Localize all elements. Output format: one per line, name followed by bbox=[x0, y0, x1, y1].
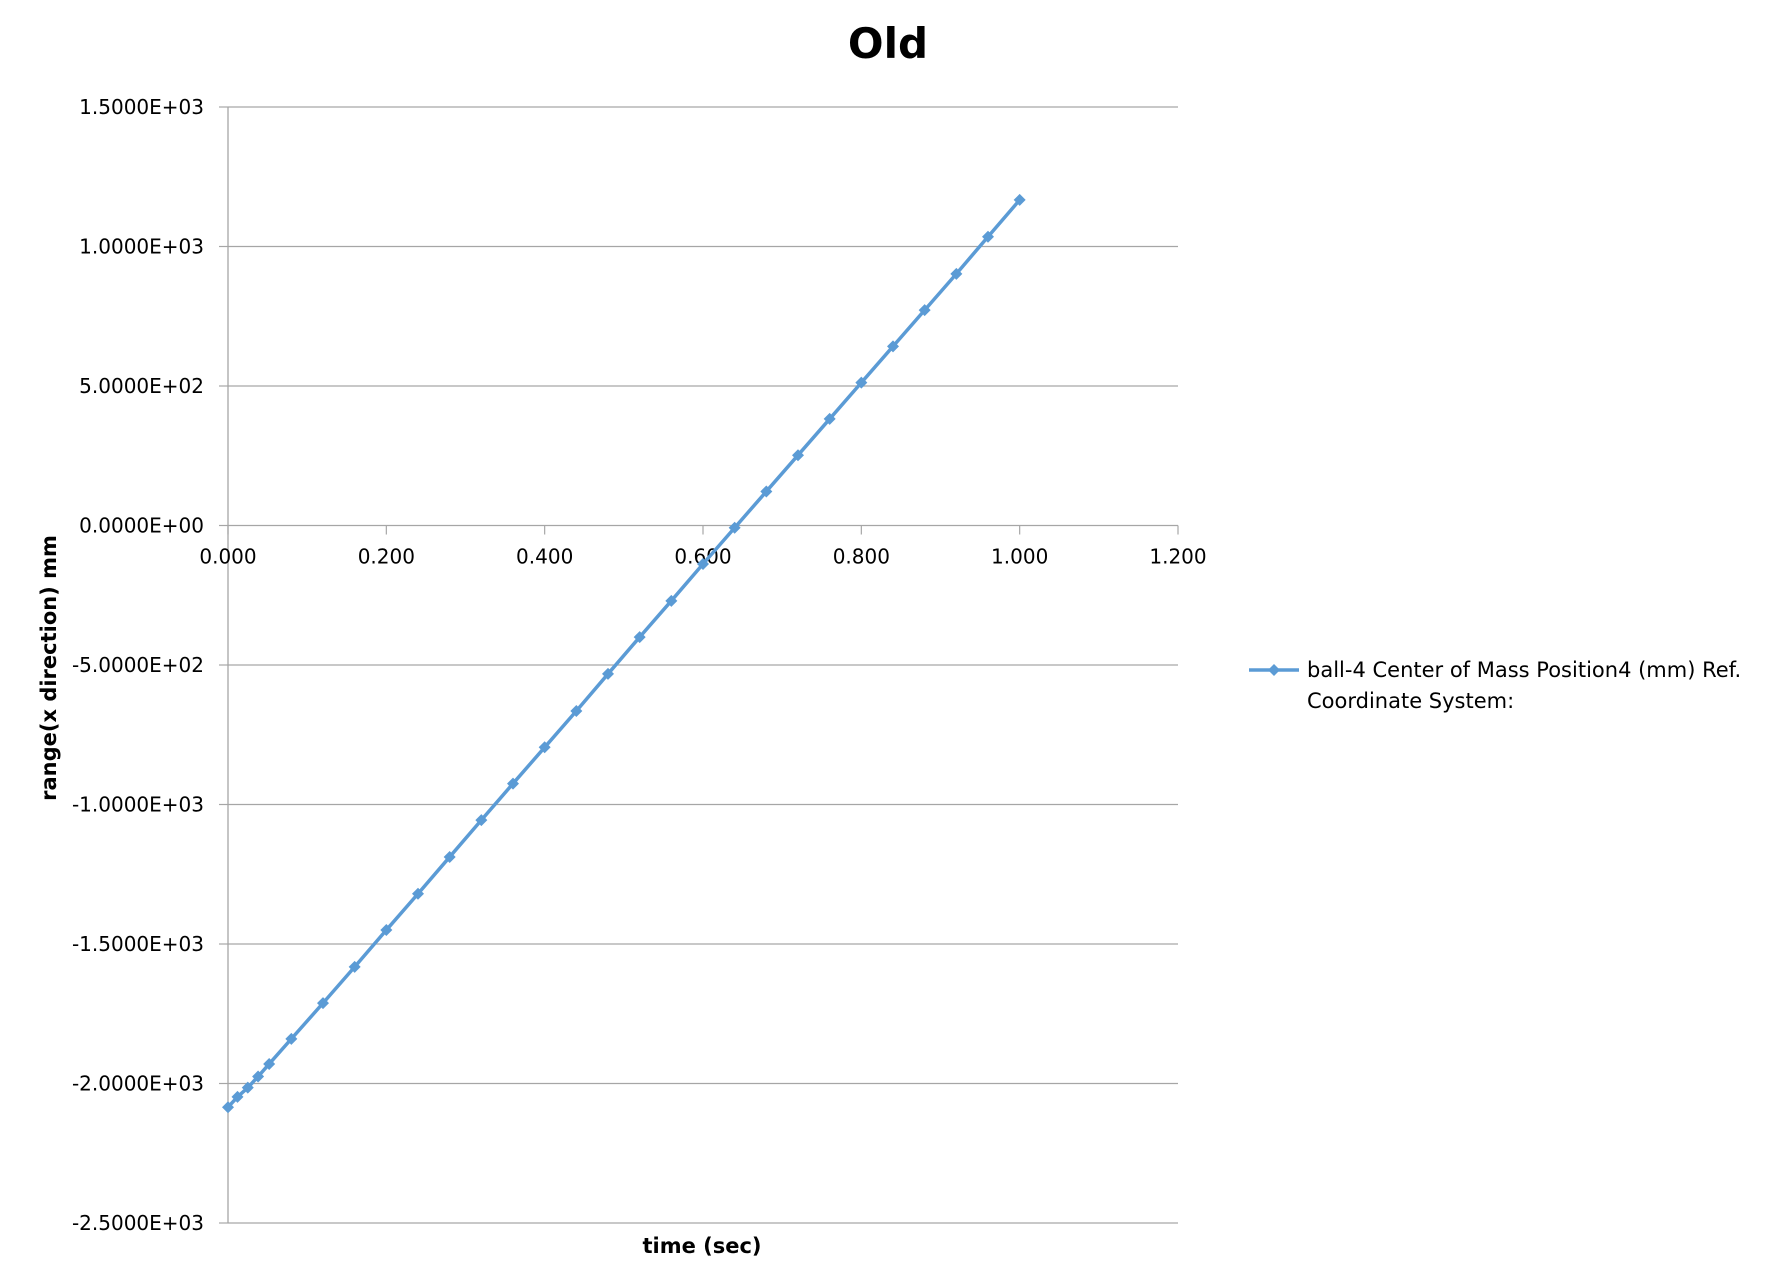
x-tick-label: 1.200 bbox=[1149, 545, 1206, 569]
data-point bbox=[241, 1081, 254, 1094]
data-point bbox=[507, 777, 519, 790]
y-tick-label: -5.0000E+02 bbox=[72, 653, 204, 677]
legend-label-line2: Coordinate System: bbox=[1307, 689, 1514, 713]
data-point bbox=[982, 230, 994, 243]
data-point bbox=[538, 741, 551, 754]
legend-label-line1: ball-4 Center of Mass Position4 (mm) Ref… bbox=[1307, 658, 1741, 682]
y-tick-label: -1.5000E+03 bbox=[72, 932, 204, 956]
data-point bbox=[380, 924, 393, 937]
legend-marker bbox=[1268, 664, 1280, 676]
data-point bbox=[855, 376, 868, 389]
x-axis-title: time (sec) bbox=[642, 1234, 761, 1258]
data-point bbox=[1013, 193, 1026, 206]
data-point bbox=[665, 594, 678, 607]
data-point bbox=[697, 558, 709, 571]
y-axis-title: range(x direction) mm bbox=[37, 535, 61, 801]
series-layer bbox=[222, 193, 1026, 1114]
x-tick-label: 0.000 bbox=[199, 545, 256, 569]
y-tick-label: 0.0000E+00 bbox=[79, 514, 204, 538]
x-tick-label: 0.200 bbox=[358, 545, 415, 569]
data-point bbox=[950, 267, 963, 280]
axes bbox=[227, 107, 1179, 1223]
data-point bbox=[317, 997, 329, 1010]
y-tick-label: 1.0000E+03 bbox=[79, 235, 204, 259]
x-tick-labels: 0.000 0.200 0.400 0.600 0.800 1.000 1.200 bbox=[199, 545, 1206, 569]
y-tick-label: -1.0000E+03 bbox=[72, 793, 204, 817]
data-point bbox=[412, 887, 424, 900]
data-point bbox=[602, 667, 614, 680]
legend: ball-4 Center of Mass Position4 (mm) Ref… bbox=[1249, 658, 1741, 713]
data-point bbox=[285, 1032, 298, 1045]
data-point bbox=[633, 631, 646, 644]
series-line bbox=[226, 198, 1021, 1109]
x-tick-label: 0.400 bbox=[516, 545, 573, 569]
data-point bbox=[263, 1057, 276, 1070]
data-point bbox=[760, 485, 773, 498]
chart-title: Old bbox=[848, 19, 928, 68]
data-point bbox=[887, 340, 899, 353]
data-point bbox=[348, 960, 361, 973]
y-tick-label: -2.0000E+03 bbox=[72, 1072, 204, 1096]
data-point bbox=[443, 850, 456, 863]
y-tick-label: -2.5000E+03 bbox=[72, 1211, 204, 1235]
data-point bbox=[918, 304, 931, 317]
data-point bbox=[475, 814, 488, 827]
y-tick-labels: 1.5000E+03 1.0000E+03 5.0000E+02 0.0000E+00… bbox=[72, 95, 204, 1235]
data-point bbox=[792, 449, 804, 462]
data-point bbox=[252, 1070, 265, 1083]
x-tick-label: 0.800 bbox=[833, 545, 890, 569]
data-point bbox=[570, 705, 583, 718]
data-point bbox=[231, 1090, 244, 1103]
y-tick-label: 5.0000E+02 bbox=[79, 374, 204, 398]
data-point bbox=[728, 521, 741, 534]
data-point bbox=[823, 412, 836, 425]
data-point bbox=[222, 1101, 234, 1114]
gridlines bbox=[219, 106, 1178, 1224]
x-tick-label: 1.000 bbox=[991, 545, 1048, 569]
y-tick-label: 1.5000E+03 bbox=[79, 95, 204, 119]
